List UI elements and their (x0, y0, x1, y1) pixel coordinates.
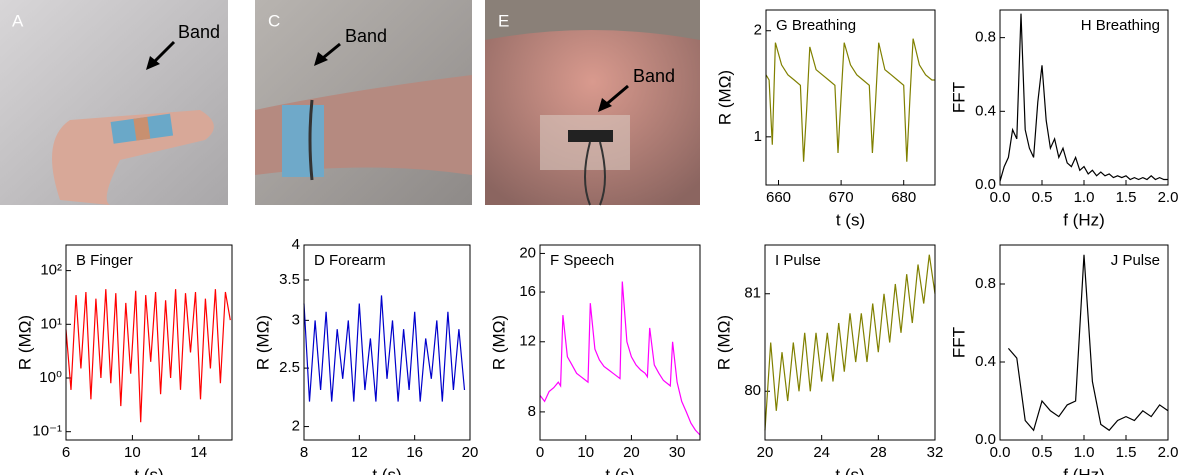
y-tick-label: 10⁻¹ (32, 423, 62, 440)
panel-title: B Finger (76, 252, 133, 269)
photo-e: E Band (485, 0, 700, 205)
y-axis-label: FFT (949, 82, 968, 113)
panel-title: D Forearm (314, 252, 386, 269)
annotation: Band (178, 22, 220, 42)
x-tick-label: 660 (766, 189, 791, 206)
x-axis-label: t (s) (134, 465, 163, 475)
y-tick-label: 2 (292, 418, 300, 435)
panel-title: J Pulse (1111, 252, 1160, 269)
y-tick-label: 1 (754, 128, 762, 145)
annotation: Band (345, 26, 387, 46)
data-line (304, 295, 465, 401)
panel-title: H Breathing (1081, 17, 1160, 34)
y-axis-label: FFT (949, 327, 968, 358)
x-axis-label: t (s) (372, 465, 401, 475)
x-tick-label: 20 (462, 444, 479, 461)
y-tick-label: 20 (519, 244, 536, 261)
x-axis-label: f (Hz) (1063, 210, 1105, 229)
x-tick-label: 0.5 (1032, 189, 1053, 206)
x-tick-label: 1.5 (1116, 189, 1137, 206)
y-tick-label: 4 (292, 236, 300, 253)
data-line (540, 282, 700, 436)
x-tick-label: 670 (829, 189, 854, 206)
y-axis-label: R (MΩ) (489, 315, 508, 370)
x-tick-label: 0.5 (1032, 444, 1053, 461)
figure: A Band C Band E Band 12660670680G Breath… (0, 0, 1189, 475)
x-tick-label: 20 (757, 444, 774, 461)
y-tick-label: 2 (754, 22, 762, 39)
plot-frame (1000, 10, 1168, 185)
y-tick-label: 0.8 (975, 29, 996, 46)
panel-title: I Pulse (775, 252, 821, 269)
x-tick-label: 0 (536, 444, 544, 461)
x-axis-label: t (s) (605, 465, 634, 475)
y-tick-label: 8 (528, 403, 536, 420)
y-tick-label: 0.4 (975, 353, 996, 370)
x-axis-label: t (s) (836, 210, 865, 229)
data-line (765, 255, 935, 431)
data-line (66, 289, 230, 422)
y-tick-label: 81 (744, 285, 761, 302)
y-axis-label: R (MΩ) (253, 315, 272, 370)
y-tick-label: 16 (519, 283, 536, 300)
x-tick-label: 0.0 (990, 444, 1011, 461)
x-tick-label: 6 (62, 444, 70, 461)
y-axis-label: R (MΩ) (715, 70, 734, 125)
x-tick-label: 1.0 (1074, 444, 1095, 461)
photo-c: C Band (255, 0, 472, 205)
y-tick-label: 10² (40, 262, 62, 279)
y-tick-label: 3.5 (279, 271, 300, 288)
y-axis-label: R (MΩ) (15, 315, 34, 370)
x-tick-label: 1.5 (1116, 444, 1137, 461)
y-tick-label: 0.8 (975, 275, 996, 292)
y-tick-label: 10⁰ (39, 369, 62, 386)
x-tick-label: 10 (124, 444, 141, 461)
data-line (1008, 255, 1168, 430)
x-tick-label: 14 (190, 444, 207, 461)
x-tick-label: 680 (891, 189, 916, 206)
x-tick-label: 16 (406, 444, 423, 461)
x-tick-label: 24 (813, 444, 830, 461)
data-line (766, 39, 935, 162)
panel-title: F Speech (550, 252, 614, 269)
x-tick-label: 30 (669, 444, 686, 461)
y-tick-label: 2.5 (279, 359, 300, 376)
y-tick-label: 10¹ (40, 315, 62, 332)
panel-label: A (12, 11, 24, 30)
y-tick-label: 12 (519, 333, 536, 350)
x-tick-label: 0.0 (990, 189, 1011, 206)
y-tick-label: 0.4 (975, 102, 996, 119)
x-tick-label: 20 (623, 444, 640, 461)
x-tick-label: 2.0 (1158, 189, 1179, 206)
x-tick-label: 8 (300, 444, 308, 461)
photo-a: A Band (0, 0, 228, 205)
x-tick-label: 10 (577, 444, 594, 461)
panel-title: G Breathing (776, 17, 856, 34)
x-tick-label: 2.0 (1158, 444, 1179, 461)
annotation: Band (633, 66, 675, 86)
x-tick-label: 32 (927, 444, 944, 461)
y-axis-label: R (MΩ) (714, 315, 733, 370)
x-axis-label: t (s) (835, 465, 864, 475)
x-tick-label: 1.0 (1074, 189, 1095, 206)
data-line (1000, 14, 1168, 182)
panel-label: C (268, 11, 280, 30)
x-tick-label: 12 (351, 444, 368, 461)
plot-frame (540, 245, 700, 440)
x-axis-label: f (Hz) (1063, 465, 1105, 475)
plot-frame (765, 245, 935, 440)
x-tick-label: 28 (870, 444, 887, 461)
y-tick-label: 80 (744, 382, 761, 399)
y-tick-label: 3 (292, 311, 300, 328)
plot-frame (304, 245, 470, 440)
panel-label: E (498, 11, 509, 30)
